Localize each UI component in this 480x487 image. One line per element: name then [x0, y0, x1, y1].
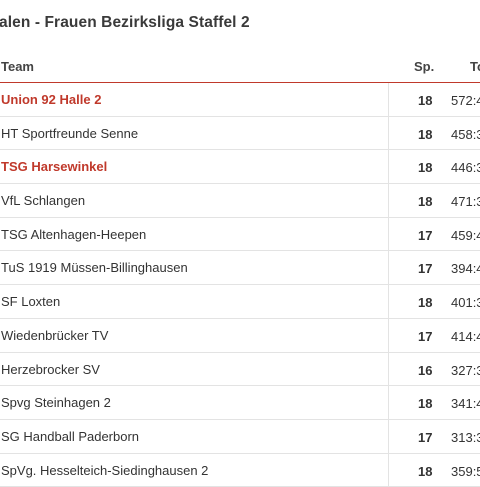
column-divider [388, 184, 389, 217]
games-played: 18 [418, 396, 433, 412]
team-name-link[interactable]: TuS 1919 Müssen-Billinghausen [1, 260, 188, 276]
table-row: SG Handball Paderborn 17 313:3 [0, 419, 480, 454]
column-divider [388, 386, 389, 419]
goals-value: 359:5 [451, 463, 480, 479]
goals-value: 394:4 [451, 261, 480, 277]
team-name-link[interactable]: SF Loxten [1, 294, 61, 310]
team-name-link[interactable]: HT Sportfreunde Senne [1, 125, 139, 141]
games-played: 18 [418, 93, 433, 108]
team-name-link[interactable]: TSG Altenhagen-Heepen [1, 226, 147, 242]
games-played: 18 [418, 295, 433, 311]
goals-value: 313:3 [451, 429, 480, 445]
table-row: TuS 1919 Müssen-Billinghausen 17 394:4 [0, 251, 480, 286]
table-header: Team Sp. To [0, 52, 480, 83]
column-divider [388, 285, 389, 318]
games-played: 18 [418, 463, 433, 479]
goals-value: 446:3 [451, 160, 480, 176]
games-played: 18 [418, 126, 433, 142]
games-played: 17 [418, 261, 433, 277]
team-name-link[interactable]: SpVg. Hesselteich-Siedinghausen 2 [1, 462, 209, 478]
page-title: alen - Frauen Bezirksliga Staffel 2 [0, 14, 250, 31]
column-divider [388, 83, 389, 116]
goals-value: 327:3 [451, 362, 480, 378]
games-played: 18 [418, 194, 433, 210]
header-team: Team [1, 59, 34, 74]
goals-value: 572:4 [451, 93, 480, 108]
column-divider [388, 251, 389, 285]
table-row: Union 92 Halle 2 18 572:4 [0, 83, 480, 117]
table-row: TSG Harsewinkel 18 446:3 [0, 150, 480, 185]
column-divider [388, 150, 389, 184]
table-row: Spvg Steinhagen 2 18 341:4 [0, 386, 480, 420]
games-played: 17 [418, 227, 433, 243]
table-row: SF Loxten 18 401:3 [0, 285, 480, 319]
column-divider [388, 217, 389, 251]
goals-value: 401:3 [451, 295, 480, 311]
team-name-link[interactable]: Union 92 Halle 2 [1, 92, 102, 107]
team-name-link[interactable]: Herzebrocker SV [1, 361, 100, 377]
goals-value: 458:3 [451, 126, 480, 142]
table-row: Wiedenbrücker TV 17 414:4 [0, 318, 480, 353]
table-row: SpVg. Hesselteich-Siedinghausen 2 18 359:5 [0, 453, 480, 487]
header-games: Sp. [414, 59, 435, 74]
games-played: 16 [418, 362, 433, 378]
goals-value: 471:3 [451, 194, 480, 210]
column-divider [388, 352, 389, 386]
team-name-link[interactable]: TSG Harsewinkel [1, 159, 108, 175]
goals-value: 414:4 [451, 328, 480, 344]
column-divider [388, 116, 389, 150]
games-played: 17 [418, 429, 433, 445]
goals-value: 341:4 [451, 396, 480, 412]
team-name-link[interactable]: Spvg Steinhagen 2 [1, 395, 111, 411]
header-goals: To [470, 59, 480, 74]
games-played: 18 [418, 160, 433, 176]
team-name-link[interactable]: Wiedenbrücker TV [1, 327, 109, 343]
goals-value: 459:4 [451, 227, 480, 243]
column-divider [388, 419, 389, 453]
team-name-link[interactable]: VfL Schlangen [1, 193, 86, 209]
table-row: Herzebrocker SV 16 327:3 [0, 352, 480, 387]
team-name-link[interactable]: SG Handball Paderborn [1, 428, 140, 444]
standings-table: Union 92 Halle 2 18 572:4 HT Sportfreunde S… [0, 83, 480, 487]
table-row: HT Sportfreunde Senne 18 458:3 [0, 116, 480, 151]
column-divider [388, 453, 389, 487]
table-row: TSG Altenhagen-Heepen 17 459:4 [0, 217, 480, 252]
games-played: 17 [418, 328, 433, 344]
table-row: VfL Schlangen 18 471:3 [0, 184, 480, 218]
column-divider [388, 318, 389, 352]
